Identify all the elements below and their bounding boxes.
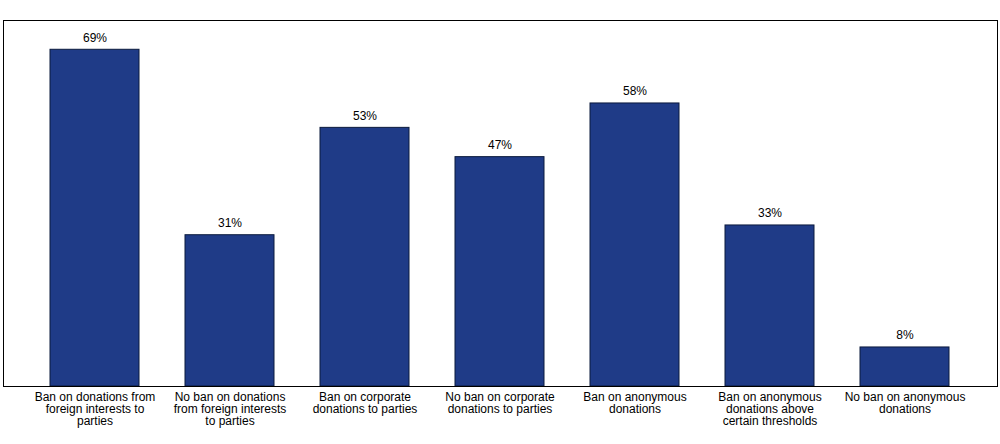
svg-text:No ban on anonymousdonations: No ban on anonymousdonations	[845, 390, 966, 416]
svg-text:33%: 33%	[758, 206, 782, 220]
svg-text:No ban on corporatedonations t: No ban on corporatedonations to parties	[445, 390, 555, 416]
svg-text:Ban on anonymousdonations: Ban on anonymousdonations	[583, 390, 686, 416]
svg-text:31%: 31%	[218, 216, 242, 230]
svg-text:Ban on donations fromforeign i: Ban on donations fromforeign interests t…	[35, 390, 156, 428]
svg-text:53%: 53%	[353, 109, 377, 123]
svg-text:69%: 69%	[83, 31, 107, 45]
svg-text:8%: 8%	[896, 328, 914, 342]
svg-text:47%: 47%	[488, 138, 512, 152]
svg-text:No ban on donationsfrom foreig: No ban on donationsfrom foreign interest…	[174, 390, 287, 428]
svg-text:58%: 58%	[623, 84, 647, 98]
svg-text:Ban on corporatedonations to p: Ban on corporatedonations to parties	[313, 390, 418, 416]
svg-text:Ban on anonymousdonations abov: Ban on anonymousdonations abovecertain t…	[718, 390, 821, 428]
